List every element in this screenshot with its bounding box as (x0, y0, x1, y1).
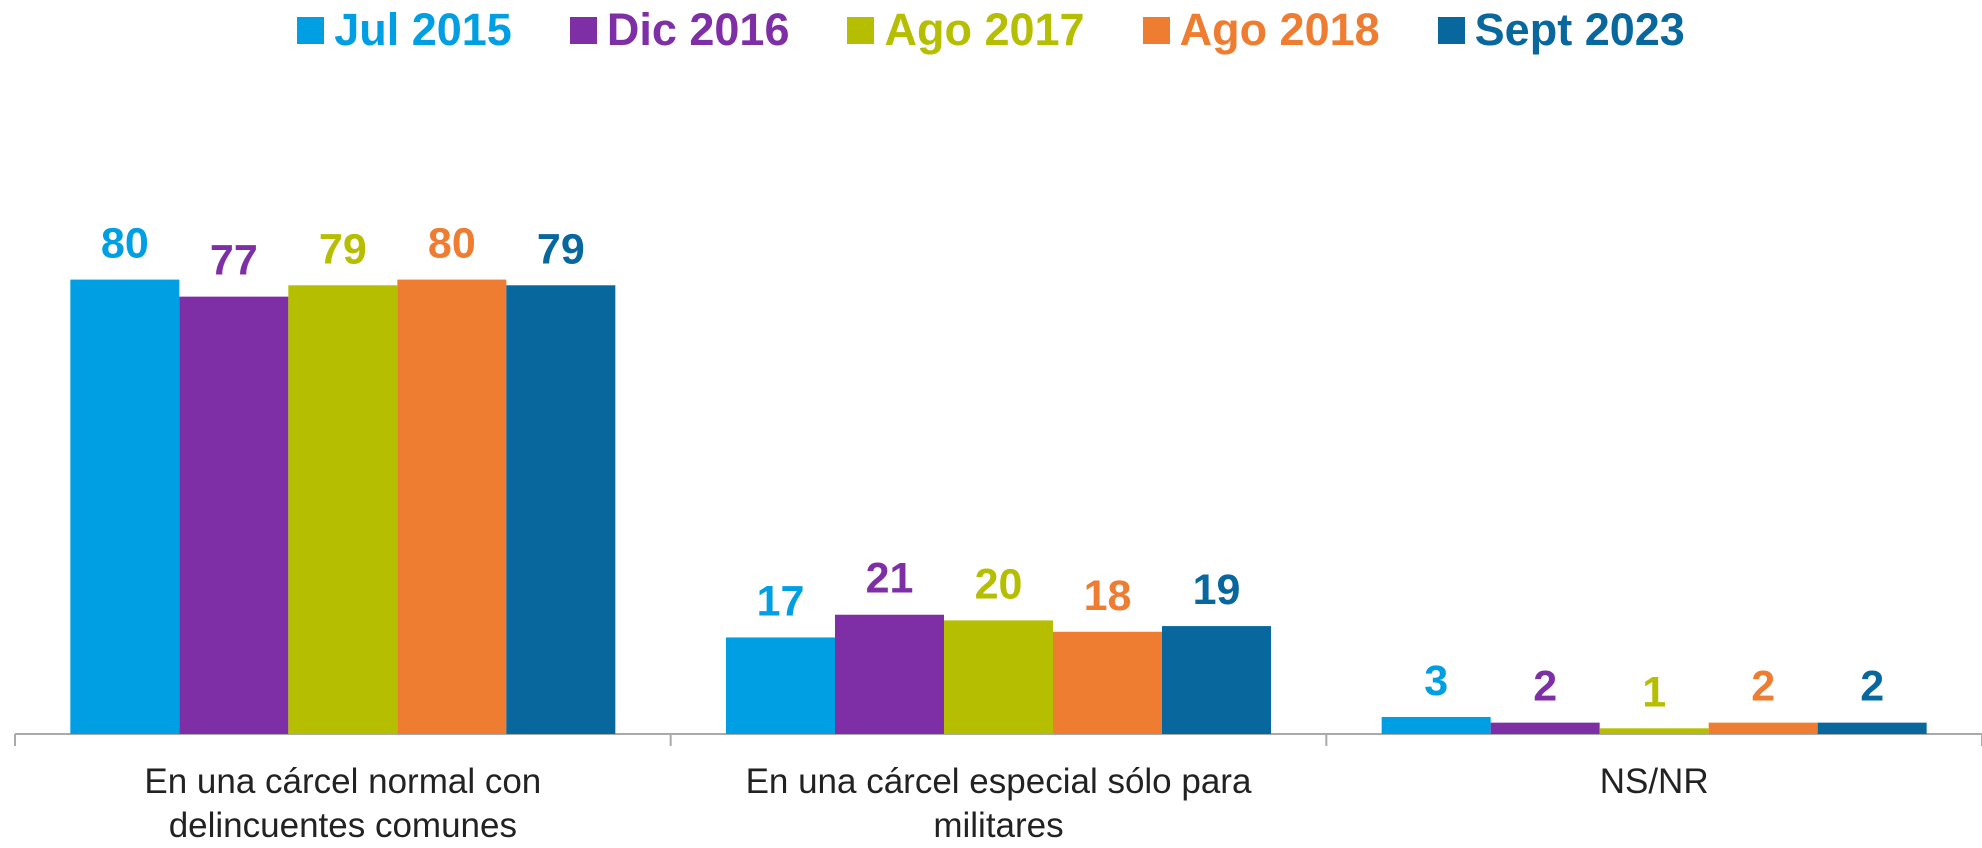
data-label: 77 (210, 237, 258, 285)
data-label: 17 (757, 577, 805, 625)
bar (726, 637, 835, 734)
data-label: 80 (101, 220, 149, 268)
legend-item: Jul 2015 (297, 4, 512, 56)
data-label: 1 (1642, 668, 1666, 716)
bar (179, 296, 289, 734)
legend-swatch (847, 16, 875, 44)
legend-item: Ago 2018 (1142, 4, 1380, 56)
data-label: 3 (1424, 657, 1448, 705)
bar (506, 285, 616, 734)
legend-swatch (1437, 16, 1465, 44)
legend-label: Ago 2017 (884, 4, 1085, 55)
data-label: 2 (1860, 663, 1884, 711)
bar (1381, 716, 1491, 734)
legend-item: Sept 2023 (1437, 4, 1685, 56)
legend: Jul 2015 Dic 2016 Ago 2017 Ago 2018 Sept 202… (0, 0, 1982, 60)
bar (1817, 722, 1927, 734)
bar (1053, 631, 1162, 734)
data-label: 20 (975, 560, 1023, 608)
data-label: 19 (1193, 566, 1241, 614)
bar (1490, 722, 1600, 734)
bar (835, 614, 944, 734)
legend-item: Dic 2016 (569, 4, 790, 56)
legend-label: Sept 2023 (1474, 4, 1685, 55)
bar (1162, 626, 1271, 734)
bar (288, 285, 398, 734)
data-label: 2 (1533, 663, 1557, 711)
legend-swatch (297, 16, 325, 44)
legend-item: Ago 2017 (847, 4, 1085, 56)
x-tick-label: NS/NR (1599, 762, 1709, 801)
bar (397, 279, 507, 734)
legend-swatch (1142, 16, 1170, 44)
bar (1708, 722, 1818, 734)
data-label: 2 (1751, 663, 1775, 711)
data-label: 18 (1084, 572, 1132, 620)
bar (944, 620, 1053, 734)
legend-label: Jul 2015 (334, 4, 512, 55)
data-label: 80 (428, 220, 476, 268)
bar (1599, 728, 1709, 734)
x-tick-label: En una cárcel normal con delincuentes co… (144, 762, 542, 845)
bar (70, 279, 180, 734)
data-label: 79 (537, 225, 585, 273)
x-tick-label: En una cárcel especial sólo para militar… (745, 762, 1252, 845)
data-label: 21 (866, 555, 914, 603)
legend-swatch (569, 16, 597, 44)
data-label: 79 (319, 225, 367, 273)
legend-label: Ago 2018 (1179, 4, 1380, 55)
legend-label: Dic 2016 (606, 4, 790, 55)
